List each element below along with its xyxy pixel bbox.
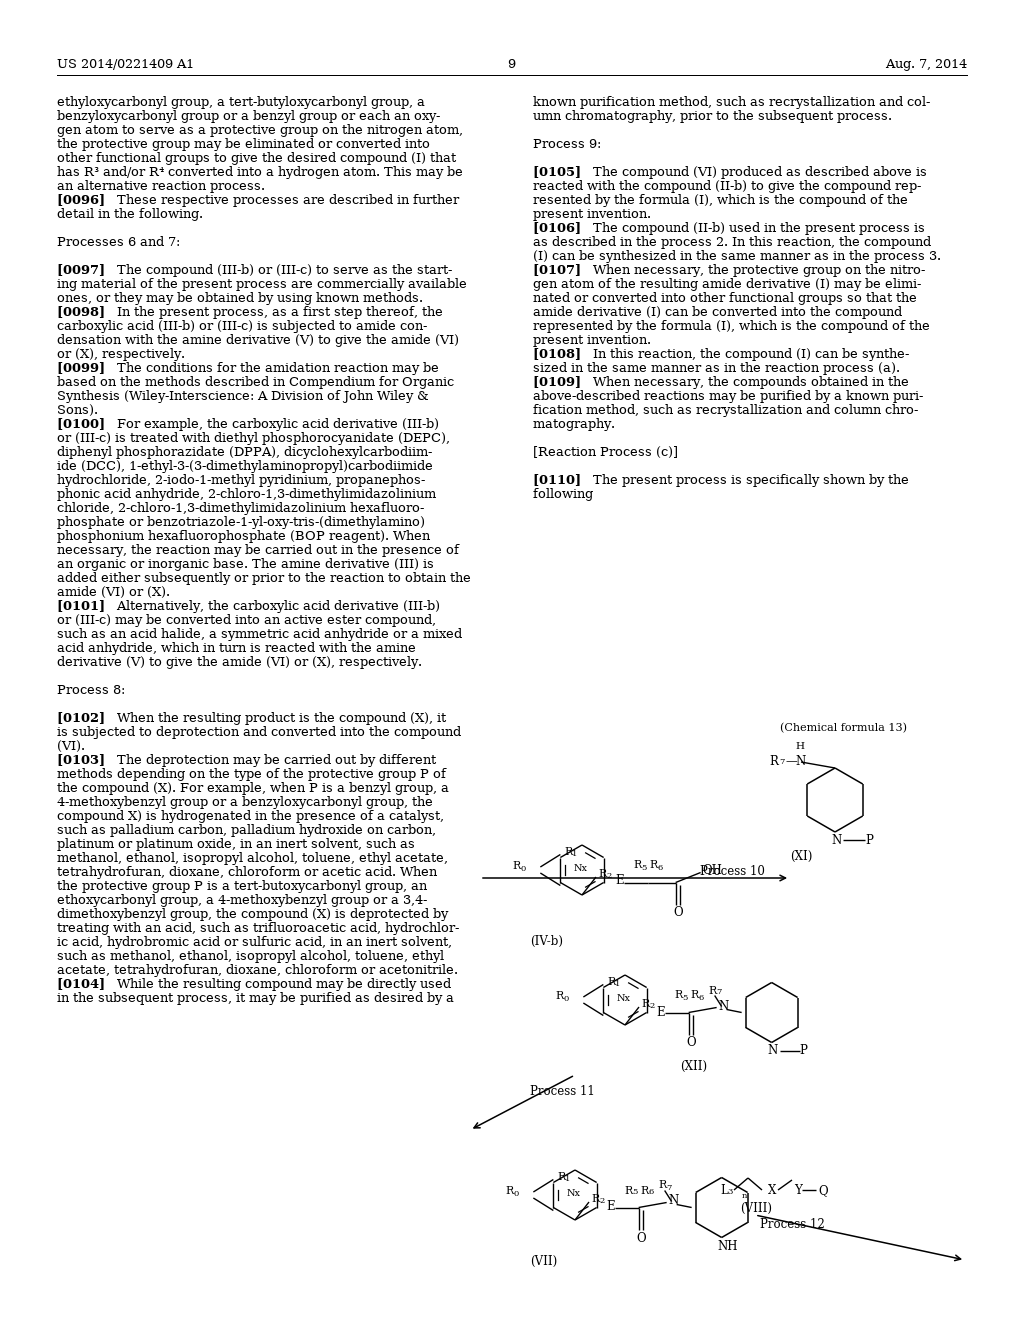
Text: E: E xyxy=(615,874,625,887)
Text: —: — xyxy=(785,755,797,768)
Text: (Chemical formula 13): (Chemical formula 13) xyxy=(780,723,907,734)
Text: R: R xyxy=(625,1185,633,1196)
Text: Nx: Nx xyxy=(574,865,588,873)
Text: R: R xyxy=(555,991,563,1001)
Text: (IV-b): (IV-b) xyxy=(530,935,563,948)
Text: O: O xyxy=(674,907,683,920)
Text: 6: 6 xyxy=(698,994,703,1002)
Text: R: R xyxy=(641,999,649,1008)
Text: (VII): (VII) xyxy=(530,1255,557,1269)
Text: R: R xyxy=(769,755,778,768)
Text: 5: 5 xyxy=(633,1188,638,1196)
Text: n: n xyxy=(742,1192,748,1200)
Text: O: O xyxy=(637,1232,646,1245)
Text: Nx: Nx xyxy=(617,994,631,1003)
Text: 2: 2 xyxy=(649,1002,654,1010)
Text: R: R xyxy=(709,986,717,995)
Text: 1: 1 xyxy=(565,1175,570,1183)
Text: R: R xyxy=(649,861,657,870)
Text: R: R xyxy=(512,861,520,871)
Text: 5: 5 xyxy=(683,994,688,1002)
Text: R: R xyxy=(690,990,699,1001)
Text: 7: 7 xyxy=(779,758,784,766)
Text: (XI): (XI) xyxy=(790,850,812,863)
Text: 0: 0 xyxy=(513,1191,518,1199)
Text: Process 12: Process 12 xyxy=(760,1218,824,1232)
Text: R: R xyxy=(598,869,606,879)
Text: 6: 6 xyxy=(648,1188,654,1196)
Text: R: R xyxy=(641,1185,649,1196)
Text: (XII): (XII) xyxy=(680,1060,708,1073)
Text: Nx: Nx xyxy=(567,1189,581,1199)
Text: OH: OH xyxy=(702,865,723,878)
Text: H: H xyxy=(795,742,804,751)
Text: N: N xyxy=(719,999,729,1012)
Text: R: R xyxy=(506,1185,514,1196)
Text: 1: 1 xyxy=(572,850,578,858)
Text: E: E xyxy=(656,1006,666,1019)
Text: 3: 3 xyxy=(727,1188,732,1196)
Text: Process 11: Process 11 xyxy=(530,1085,595,1098)
Text: N: N xyxy=(795,755,805,768)
Text: O: O xyxy=(687,1036,696,1049)
Text: Y: Y xyxy=(794,1184,802,1197)
Text: E: E xyxy=(606,1200,615,1213)
Text: L: L xyxy=(720,1184,728,1197)
Text: R: R xyxy=(634,861,642,870)
Text: Q: Q xyxy=(818,1184,827,1197)
Text: R: R xyxy=(591,1195,599,1204)
Text: R: R xyxy=(607,977,615,987)
Text: N: N xyxy=(669,1195,679,1208)
Text: R: R xyxy=(564,847,572,857)
Text: N: N xyxy=(831,834,842,847)
Text: P: P xyxy=(865,834,872,847)
Text: 2: 2 xyxy=(599,1197,604,1205)
Text: 0: 0 xyxy=(563,995,568,1003)
Text: 7: 7 xyxy=(667,1184,672,1192)
Text: 7: 7 xyxy=(717,989,722,997)
Text: P: P xyxy=(800,1044,808,1057)
Text: (VIII): (VIII) xyxy=(740,1203,772,1214)
Text: 6: 6 xyxy=(657,863,663,871)
Text: X: X xyxy=(768,1184,776,1197)
Text: 0: 0 xyxy=(520,865,525,873)
Text: R: R xyxy=(675,990,683,1001)
Text: Process 10: Process 10 xyxy=(700,865,765,878)
Text: 1: 1 xyxy=(615,979,621,987)
Text: 2: 2 xyxy=(606,873,611,880)
Text: R: R xyxy=(658,1180,667,1191)
Text: N: N xyxy=(768,1044,778,1057)
Text: 5: 5 xyxy=(642,863,647,871)
Text: NH: NH xyxy=(718,1239,738,1253)
Text: R: R xyxy=(557,1172,565,1181)
